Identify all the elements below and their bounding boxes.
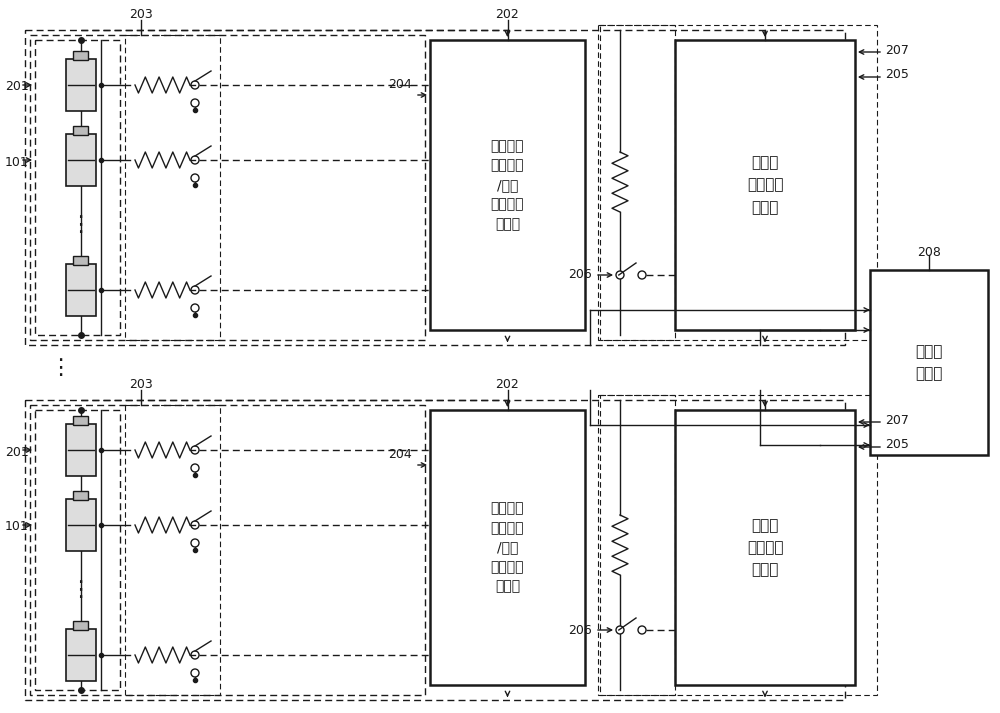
Text: 204: 204 xyxy=(388,78,412,91)
Bar xyxy=(66,59,96,111)
Text: 205: 205 xyxy=(885,438,909,451)
Text: 单元电压
检测电路
/单元
放电电路
控制部: 单元电压 检测电路 /单元 放电电路 控制部 xyxy=(491,501,524,593)
Bar xyxy=(66,424,96,476)
Text: 201: 201 xyxy=(5,446,29,458)
Text: ⋮: ⋮ xyxy=(49,358,71,378)
Bar xyxy=(66,264,96,316)
Text: 203: 203 xyxy=(129,379,152,391)
Text: 101: 101 xyxy=(5,155,29,168)
Text: 207: 207 xyxy=(885,43,909,56)
Bar xyxy=(73,126,88,135)
Text: 208: 208 xyxy=(917,245,941,259)
Text: 206: 206 xyxy=(568,269,592,282)
Text: 206: 206 xyxy=(568,623,592,637)
Bar xyxy=(600,395,675,695)
Text: 203: 203 xyxy=(129,9,152,21)
Text: 电池组
放电电路
控制部: 电池组 放电电路 控制部 xyxy=(747,155,783,215)
Bar xyxy=(125,35,220,340)
Bar xyxy=(30,405,425,695)
Bar xyxy=(73,51,88,60)
Bar xyxy=(30,35,425,340)
Bar xyxy=(35,40,120,335)
Bar xyxy=(73,256,88,265)
Bar xyxy=(598,25,877,340)
Text: 单元电压
检测电路
/单元
放电电路
控制部: 单元电压 检测电路 /单元 放电电路 控制部 xyxy=(491,139,524,231)
Text: ⋮: ⋮ xyxy=(69,580,92,600)
Bar xyxy=(598,395,877,695)
Bar xyxy=(35,410,120,690)
Text: 蓄电池
控制器: 蓄电池 控制器 xyxy=(915,344,943,381)
Bar xyxy=(675,40,855,330)
Text: 201: 201 xyxy=(5,81,29,93)
Text: 205: 205 xyxy=(885,68,909,81)
Bar xyxy=(73,621,88,630)
Bar xyxy=(66,629,96,681)
Text: 204: 204 xyxy=(388,448,412,461)
Bar xyxy=(600,25,675,340)
Text: 101: 101 xyxy=(5,520,29,533)
Text: 202: 202 xyxy=(496,379,519,391)
Bar xyxy=(73,416,88,425)
Bar xyxy=(73,491,88,500)
Text: ⋮: ⋮ xyxy=(69,215,92,235)
Bar xyxy=(870,270,988,455)
Bar xyxy=(430,410,585,685)
Bar xyxy=(66,134,96,186)
Bar xyxy=(25,30,845,345)
Bar xyxy=(66,499,96,551)
Bar xyxy=(430,40,585,330)
Bar xyxy=(125,405,220,695)
Bar xyxy=(675,410,855,685)
Text: 207: 207 xyxy=(885,414,909,426)
Text: 电池组
放电电路
控制部: 电池组 放电电路 控制部 xyxy=(747,518,783,578)
Bar xyxy=(25,400,845,700)
Text: 202: 202 xyxy=(496,9,519,21)
